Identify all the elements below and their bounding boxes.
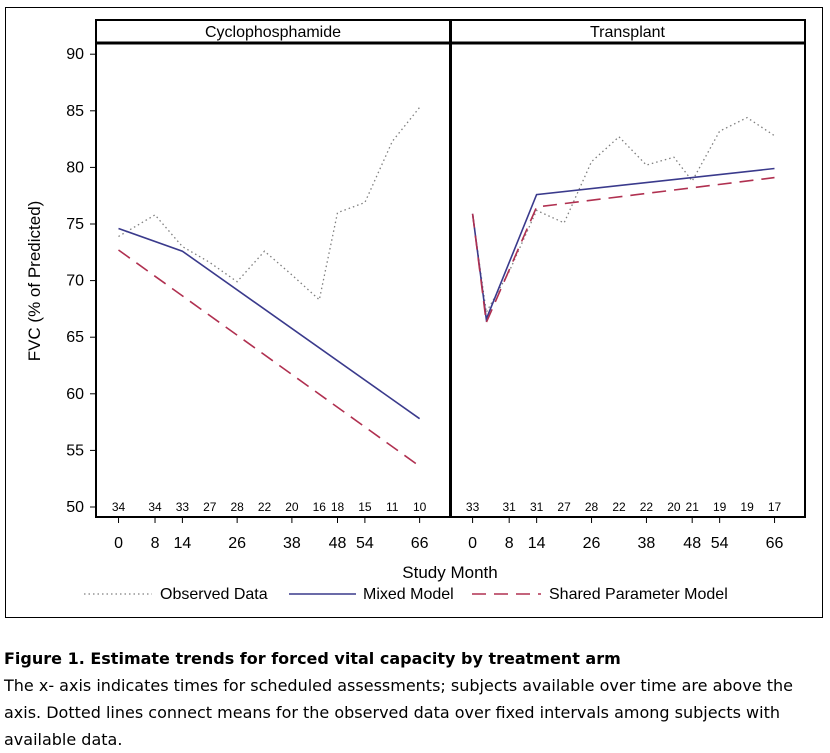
at-risk-count: 16 bbox=[313, 500, 327, 514]
at-risk-count: 22 bbox=[258, 500, 272, 514]
y-tick-label: 55 bbox=[66, 442, 84, 459]
at-risk-count: 28 bbox=[230, 500, 244, 514]
figure-frame bbox=[5, 7, 823, 618]
caption-text: The x- axis indicates times for schedule… bbox=[4, 676, 793, 749]
at-risk-count: 11 bbox=[386, 500, 399, 514]
series-line-observed-data bbox=[471, 116, 775, 315]
legend: Observed Data Mixed Model Shared Parameter… bbox=[84, 586, 728, 603]
y-axis-label: FVC (% of Predicted) bbox=[25, 201, 44, 362]
x-tick-label: 48 bbox=[329, 535, 347, 552]
y-tick-label: 65 bbox=[66, 329, 84, 346]
at-risk-count: 34 bbox=[112, 500, 126, 514]
panel-transplant: Transplant 0 8 14 26 38 48 54 66 33 31 31 27 28 22 22 20… bbox=[466, 24, 784, 552]
at-risk-count: 19 bbox=[740, 500, 754, 514]
y-tick-label: 80 bbox=[66, 159, 84, 176]
x-tick-label: 26 bbox=[583, 535, 601, 552]
legend-label: Observed Data bbox=[160, 586, 268, 603]
x-axis-label: Study Month bbox=[402, 563, 497, 582]
series-line-shared-parameter-model bbox=[118, 249, 421, 467]
x-tick-label: 48 bbox=[683, 535, 701, 552]
at-risk-count: 22 bbox=[640, 500, 654, 514]
at-risk-count: 33 bbox=[466, 500, 480, 514]
x-tick-label: 8 bbox=[505, 535, 514, 552]
at-risk-count: 22 bbox=[612, 500, 626, 514]
x-tick-label: 38 bbox=[283, 535, 301, 552]
x-tick-label: 54 bbox=[711, 535, 729, 552]
at-risk-count: 19 bbox=[713, 500, 727, 514]
panel-title: Transplant bbox=[590, 24, 666, 41]
at-risk-count: 18 bbox=[331, 500, 345, 514]
figure-caption: Figure 1. Estimate trends for forced vit… bbox=[4, 645, 828, 753]
x-tick-label: 14 bbox=[528, 535, 546, 552]
at-risk-count: 20 bbox=[285, 500, 299, 514]
x-tick-label: 54 bbox=[356, 535, 374, 552]
series-line-mixed-model bbox=[118, 227, 421, 420]
series-line-shared-parameter-model bbox=[471, 176, 775, 326]
y-axis: 50 55 60 65 70 75 80 85 90 bbox=[66, 46, 96, 516]
legend-label: Shared Parameter Model bbox=[549, 586, 728, 603]
y-tick-label: 75 bbox=[66, 216, 84, 233]
at-risk-count: 33 bbox=[176, 500, 190, 514]
at-risk-count: 17 bbox=[768, 500, 782, 514]
at-risk-count: 21 bbox=[686, 500, 700, 514]
at-risk-count: 27 bbox=[557, 500, 571, 514]
at-risk-count: 31 bbox=[503, 500, 517, 514]
legend-label: Mixed Model bbox=[363, 586, 454, 603]
y-tick-label: 85 bbox=[66, 103, 84, 120]
at-risk-count: 15 bbox=[358, 500, 372, 514]
x-tick-label: 38 bbox=[638, 535, 656, 552]
y-tick-label: 70 bbox=[66, 273, 84, 290]
x-tick-label: 0 bbox=[468, 535, 477, 552]
panel-title: Cyclophosphamide bbox=[205, 24, 341, 41]
series-line-observed-data bbox=[118, 106, 421, 302]
x-tick-label: 26 bbox=[228, 535, 246, 552]
caption-title: Figure 1. Estimate trends for forced vit… bbox=[4, 649, 621, 668]
at-risk-count: 31 bbox=[530, 500, 544, 514]
y-tick-label: 90 bbox=[66, 46, 84, 63]
at-risk-count: 27 bbox=[203, 500, 217, 514]
x-tick-label: 8 bbox=[151, 535, 160, 552]
at-risk-count: 34 bbox=[148, 500, 162, 514]
x-tick-label: 0 bbox=[114, 535, 123, 552]
y-tick-label: 60 bbox=[66, 386, 84, 403]
x-tick-label: 14 bbox=[174, 535, 192, 552]
at-risk-count: 10 bbox=[413, 500, 427, 514]
at-risk-count: 28 bbox=[585, 500, 599, 514]
x-tick-label: 66 bbox=[411, 535, 429, 552]
series-line-mixed-model bbox=[471, 167, 775, 323]
at-risk-count: 20 bbox=[667, 500, 681, 514]
panel-cyclophosphamide: Cyclophosphamide 0 8 14 26 38 48 54 66 34 34 33 27 28… bbox=[112, 24, 429, 552]
y-tick-label: 50 bbox=[66, 499, 84, 516]
x-tick-label: 66 bbox=[766, 535, 784, 552]
